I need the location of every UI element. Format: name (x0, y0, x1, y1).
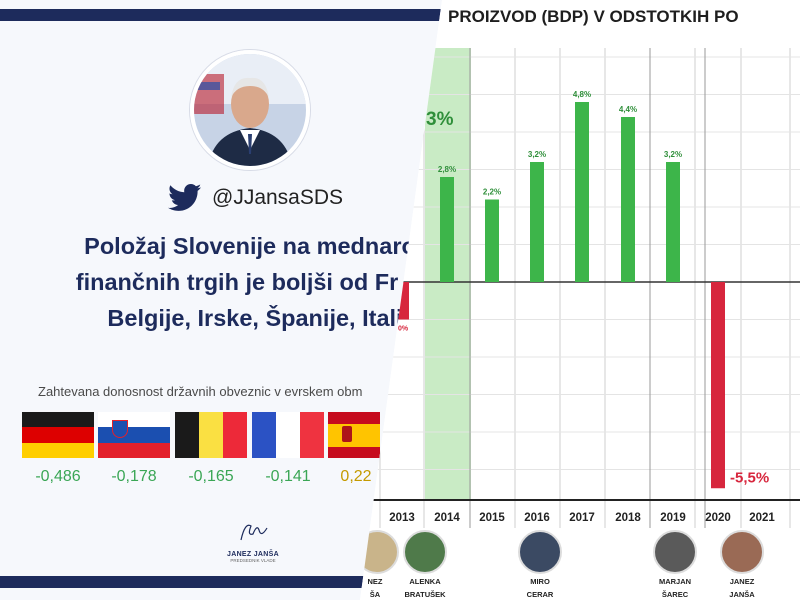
signature-scribble (240, 524, 268, 541)
partial-big-label: 3% (426, 109, 454, 130)
headline-line-2: finančnih trgih je boljši od Fr (75, 269, 399, 295)
bar-2018 (621, 117, 635, 282)
bond-yield-france: -0,141 (265, 468, 311, 485)
x-tick-label-2016: 2016 (524, 512, 550, 524)
headline-line-3: Belgije, Irske, Španije, Itali (107, 305, 403, 331)
twitter-handle-row: @JJansaSDS (168, 184, 343, 212)
bar-2015 (485, 199, 499, 282)
x-tick-label-2019: 2019 (660, 512, 686, 524)
person-photo-4 (653, 530, 697, 574)
flag-germany-icon (22, 412, 94, 458)
bar-2017 (575, 102, 589, 282)
signature-role: PREDSEDNIK VLADE (230, 558, 276, 563)
x-tick-label-2015: 2015 (479, 512, 505, 524)
headline: Položaj Slovenije na mednaro finančnih t… (0, 228, 442, 336)
value-label-2013: 0% (398, 326, 409, 333)
top-navy-bar (0, 9, 442, 21)
x-tick-label-2020: 2020 (705, 512, 731, 524)
person-3-name-1: MIRO (530, 577, 550, 586)
x-tick-label-2013: 2013 (389, 512, 415, 524)
flag-spain-icon (328, 412, 380, 458)
value-label-2020: -5,5% (730, 469, 769, 486)
x-tick-label-2017: 2017 (569, 512, 595, 524)
twitter-handle[interactable]: @JJansaSDS (212, 186, 344, 209)
bond-yield-germany: -0,486 (35, 468, 81, 485)
bar-2016 (530, 162, 544, 282)
signature-block: JANEZ JANŠA PREDSEDNIK VLADE (218, 520, 288, 563)
person-2-name-2: BRATUŠEK (404, 590, 446, 599)
person-photo-3 (518, 530, 562, 574)
bar-2020 (711, 282, 725, 489)
person-4-name-2: ŠAREC (661, 590, 689, 599)
value-label-2015: 2,2% (483, 188, 501, 197)
bar-2014 (440, 177, 454, 282)
bond-yield-spain: 0,22 (340, 468, 372, 485)
twitter-bird-icon (168, 184, 202, 211)
avatar (190, 50, 310, 170)
person-1-name-2: ŠA (369, 590, 381, 599)
person-5-name-2: JANŠA (729, 590, 755, 599)
flag-france-icon (252, 412, 324, 458)
value-label-2019: 3,2% (664, 150, 682, 159)
flag-slovenia-icon (98, 412, 170, 458)
value-label-2014: 2,8% (438, 165, 456, 174)
headline-line-1: Položaj Slovenije na mednaro (84, 233, 416, 259)
signature-name: JANEZ JANŠA (227, 551, 279, 558)
person-photo-2 (403, 530, 447, 574)
person-3-name-2: CERAR (526, 590, 554, 599)
x-tick-label-2014: 2014 (434, 512, 460, 524)
bond-yield-subtitle: Zahtevana donosnost državnih obveznic v … (38, 384, 363, 399)
person-photo-5 (720, 530, 764, 574)
person-4-name-1: MARJAN (658, 577, 692, 586)
person-2: ALENKA BRATUŠEK (395, 530, 455, 600)
bond-yield-slovenia: -0,178 (111, 468, 157, 485)
x-tick-label-2021: 2021 (749, 512, 775, 524)
person-2-name-1: ALENKA (409, 577, 441, 586)
value-label-2017: 4,8% (573, 90, 591, 99)
bond-yield-belgium: -0,165 (188, 468, 234, 485)
person-5: JANEZ JANŠA (712, 530, 772, 600)
value-label-2016: 3,2% (528, 150, 546, 159)
person-4: MARJAN ŠAREC (645, 530, 705, 600)
bar-2019 (666, 162, 680, 282)
flag-belgium-icon (175, 412, 247, 458)
x-tick-label-2018: 2018 (615, 512, 641, 524)
value-label-2018: 4,4% (619, 105, 637, 114)
chart-title: PROIZVOD (BDP) V ODSTOTKIH PO (448, 7, 739, 26)
person-1-name-1: NEZ (367, 577, 383, 586)
person-5-name-1: JANEZ (729, 577, 755, 586)
person-3: MIRO CERAR (510, 530, 570, 600)
bottom-navy-bar (0, 576, 442, 588)
